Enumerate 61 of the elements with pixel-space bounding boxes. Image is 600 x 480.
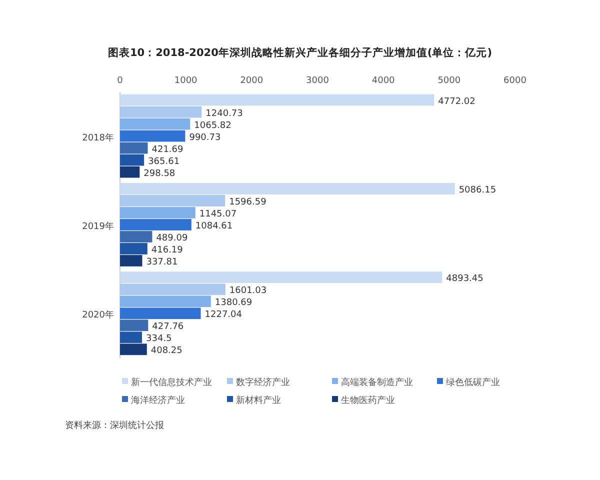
- legend-label: 海洋经济产业: [131, 395, 185, 406]
- bar: [120, 94, 434, 106]
- data-label: 489.09: [156, 234, 188, 244]
- x-tick-label: 4000: [372, 76, 396, 86]
- bar: [120, 142, 148, 154]
- bar: [120, 255, 142, 266]
- y-tick-label: 2018年: [82, 132, 114, 144]
- legend-label: 生物医药产业: [341, 395, 395, 406]
- bar: [120, 231, 152, 242]
- x-tick-label: 3000: [306, 76, 330, 86]
- data-label: 1240.73: [206, 108, 243, 119]
- data-label: 416.19: [151, 246, 184, 256]
- legend-label: 新一代信息技术产业: [131, 377, 212, 388]
- data-label: 337.81: [146, 258, 178, 268]
- bar: [120, 243, 148, 254]
- bar: [120, 166, 140, 178]
- data-label: 4772.02: [438, 96, 476, 107]
- bar: [120, 118, 190, 130]
- bar: [120, 272, 442, 284]
- bar: [120, 308, 201, 320]
- x-tick-label: 6000: [504, 76, 527, 86]
- bar: [120, 154, 144, 166]
- data-label: 421.69: [152, 144, 184, 155]
- bar: [120, 207, 196, 218]
- data-label: 427.76: [152, 322, 184, 332]
- legend-label: 新材料产业: [236, 395, 281, 406]
- bar: [120, 219, 192, 230]
- bar: [120, 284, 226, 296]
- x-tick-label: 2000: [240, 76, 264, 86]
- data-label: 408.25: [150, 346, 182, 356]
- data-label: 1227.04: [204, 310, 242, 320]
- bar: [120, 332, 142, 344]
- data-label: 1380.69: [214, 298, 252, 308]
- x-tick-label: 5000: [438, 76, 461, 86]
- legend-label: 高端装备制造产业: [341, 377, 413, 388]
- data-label: 1145.07: [199, 210, 237, 220]
- data-label: 1601.03: [229, 286, 267, 296]
- legend-label: 绿色低碳产业: [446, 377, 500, 388]
- data-label: 1084.61: [195, 222, 233, 232]
- bar: [120, 130, 186, 142]
- bar: [120, 320, 148, 332]
- bar: [120, 195, 226, 206]
- x-tick-label: 0: [117, 76, 124, 86]
- chart-title: 图表10：2018-2020年深圳战略性新兴产业各细分子产业增加值(单位：亿元): [108, 46, 492, 59]
- data-label: 334.5: [146, 334, 172, 344]
- y-tick-label: 2019年: [82, 221, 114, 232]
- data-label: 1065.82: [194, 120, 232, 131]
- y-tick-label: 2020年: [82, 310, 114, 321]
- data-label: 990.73: [189, 132, 221, 143]
- data-label: 4893.45: [446, 274, 484, 284]
- bar: [120, 344, 147, 356]
- data-label: 298.58: [144, 168, 176, 179]
- bar: [120, 106, 202, 118]
- legend-label: 数字经济产业: [236, 377, 290, 388]
- bar: [120, 183, 455, 194]
- data-label: 1596.59: [229, 198, 267, 208]
- data-label: 5086.15: [458, 186, 496, 196]
- data-label: 365.61: [148, 156, 180, 167]
- bar: [120, 296, 211, 308]
- x-tick-label: 1000: [174, 76, 198, 86]
- text: 资料来源：深圳统计公报: [65, 420, 164, 431]
